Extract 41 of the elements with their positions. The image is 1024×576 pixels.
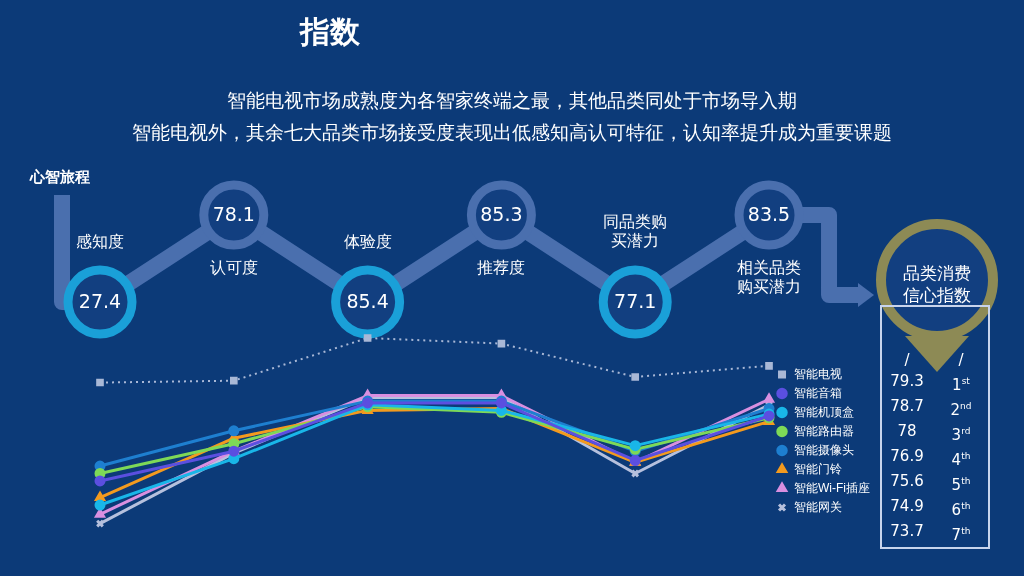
text: 体验度 (342, 232, 393, 251)
chart-title: 指数 (300, 13, 360, 51)
text: 74.9 (889, 496, 925, 517)
legend-label: 智能摄像头 (794, 442, 855, 457)
legend-label: 智能Wi-Fi插座 (794, 480, 870, 495)
legend-label: 智能路由器 (794, 423, 855, 438)
text: 85.4 (345, 290, 390, 312)
text: 78 (896, 421, 918, 442)
text: 73.7 (889, 521, 925, 542)
text: 78.1 (211, 203, 256, 225)
text: / (903, 350, 911, 370)
text: 4$^{th}$ (950, 450, 972, 470)
text: 感知度 (75, 232, 125, 251)
text: 6$^{th}$ (950, 500, 972, 520)
legend-label: 智能门铃 (794, 461, 843, 476)
text: 推荐度 (476, 258, 527, 277)
text: 品类消费信心指数 (902, 262, 972, 306)
text: 75.6 (889, 471, 925, 492)
text: / (957, 350, 965, 370)
text: 77.1 (613, 290, 658, 312)
legend-label: 智能音箱 (794, 385, 843, 400)
text: 2$^{nd}$ (949, 400, 973, 420)
text: 1$^{st}$ (951, 375, 971, 395)
text: 79.3 (889, 371, 925, 392)
text: 相关品类购买潜力 (736, 258, 802, 296)
text: 智能电视外，其余七大品类市场接受度表现出低感知高认可特征，认知率提升成为重要课题 (132, 121, 892, 143)
text: 3$^{rd}$ (950, 425, 972, 445)
text: 83.5 (746, 203, 792, 225)
legend-label: 智能网关 (794, 499, 843, 514)
text: 85.3 (479, 203, 524, 225)
text: 5$^{th}$ (950, 475, 972, 495)
legend-label: 智能电视 (794, 366, 843, 381)
text: 27.4 (77, 290, 123, 312)
text: 76.9 (889, 446, 925, 467)
text: 7$^{th}$ (950, 525, 972, 545)
chart-subtitle: 智能电视市场成熟度为各智家终端之最，其他品类同处于市场导入期 (227, 89, 797, 111)
text: 78.7 (889, 396, 925, 417)
text: 认可度 (208, 258, 259, 277)
legend-label: 智能机顶盒 (794, 404, 855, 419)
text: 同品类购买潜力 (602, 212, 669, 250)
text: 心智旅程 (30, 168, 90, 187)
